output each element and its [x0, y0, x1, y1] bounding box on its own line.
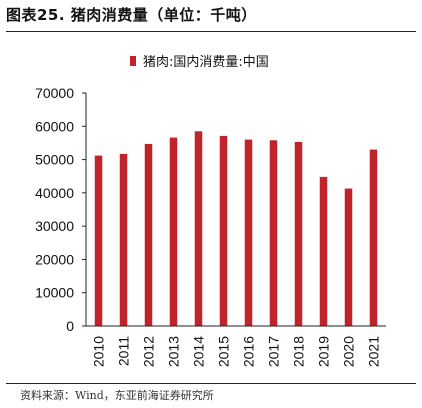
legend-swatch — [130, 56, 136, 66]
bar-2011 — [119, 153, 128, 326]
bars — [94, 131, 378, 326]
bar-2015 — [219, 135, 228, 326]
bar-2017 — [269, 140, 278, 326]
bar-2010 — [94, 155, 103, 326]
x-tick-label: 2014 — [191, 336, 207, 367]
bar-2013 — [169, 137, 178, 326]
x-tick-label: 2018 — [291, 336, 307, 367]
x-tick-label: 2010 — [91, 336, 107, 367]
y-tick-label: 40000 — [35, 185, 74, 201]
y-axis: 0 10000 20000 30000 40000 50000 60000 70000 — [35, 85, 87, 334]
y-tick-label: 60000 — [35, 118, 74, 134]
bar-2019 — [319, 176, 328, 326]
figure-title: 图表25. 猪肉消费量（单位：千吨） — [6, 6, 257, 24]
bar-2020 — [344, 188, 353, 326]
x-tick-label: 2016 — [241, 336, 257, 367]
x-tick-label: 2020 — [341, 336, 357, 367]
x-tick-label: 2013 — [166, 336, 182, 367]
top-rule — [6, 31, 416, 32]
x-tick-label: 2012 — [141, 336, 157, 367]
y-tick-label: 10000 — [35, 285, 74, 301]
source-note: 资料来源：Wind，东亚前海证券研究所 — [20, 389, 214, 402]
y-tick-label: 70000 — [35, 85, 74, 101]
bar-2018 — [294, 141, 303, 326]
x-tick-label: 2019 — [316, 336, 332, 367]
bar-2014 — [194, 131, 203, 326]
legend-label: 猪肉:国内消费量:中国 — [143, 54, 269, 70]
bar-2012 — [144, 143, 153, 326]
y-tick-label: 30000 — [35, 218, 74, 234]
x-tick-label: 2017 — [266, 336, 282, 367]
x-tick-label: 2015 — [216, 336, 232, 367]
x-axis: 2010 2011 2012 2013 2014 2015 2016 2017 2018 2019… — [86, 325, 386, 367]
x-tick-label: 2011 — [116, 336, 132, 366]
x-tick-label: 2021 — [366, 336, 382, 367]
legend: 猪肉:国内消费量:中国 — [130, 54, 269, 70]
bar-2016 — [244, 139, 253, 326]
y-tick-label: 50000 — [35, 152, 74, 168]
y-tick-label: 0 — [66, 318, 74, 334]
bar-2021 — [369, 149, 378, 326]
y-tick-label: 20000 — [35, 251, 74, 267]
bottom-rule — [6, 383, 416, 384]
